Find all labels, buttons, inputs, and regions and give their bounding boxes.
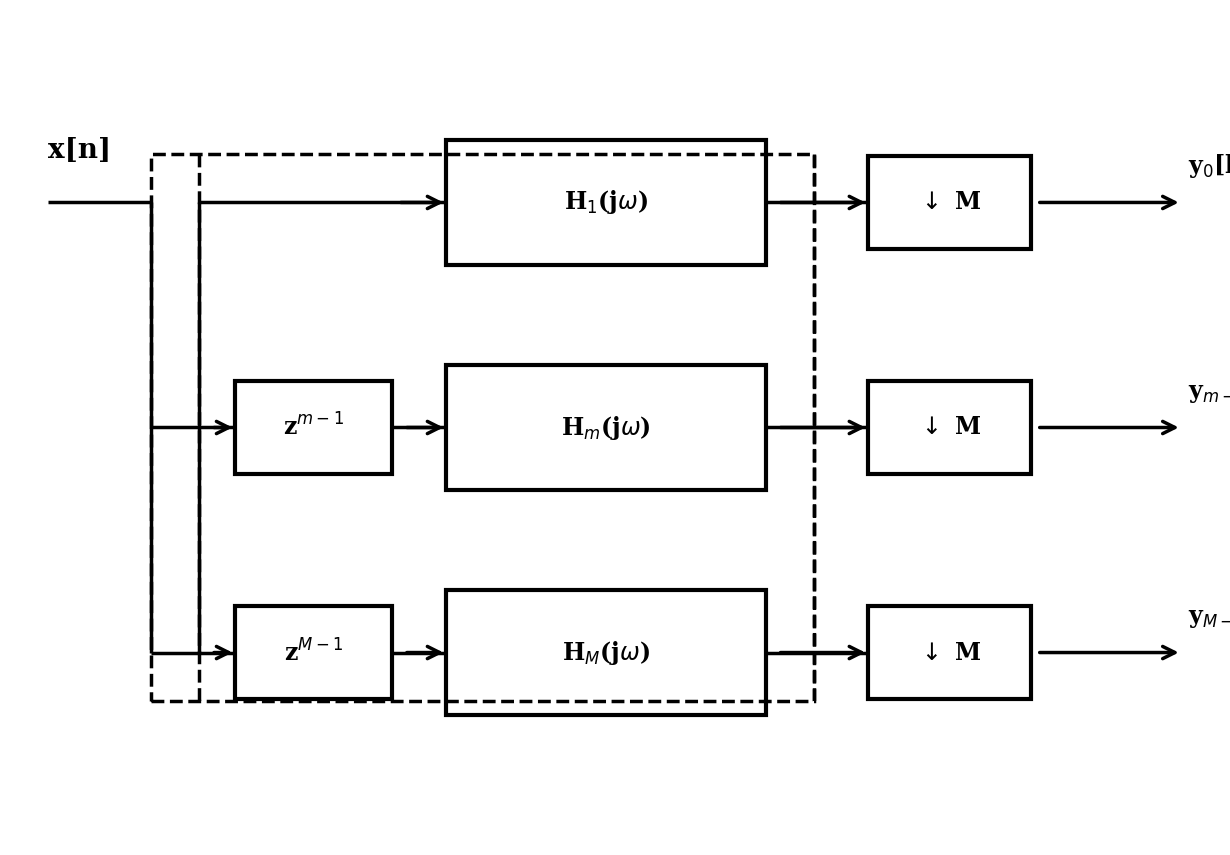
Bar <box>235 606 392 699</box>
Text: z$^{M-1}$: z$^{M-1}$ <box>284 639 343 666</box>
Text: $\downarrow$ M: $\downarrow$ M <box>918 640 982 664</box>
Bar <box>868 156 1031 249</box>
Text: $\downarrow$ M: $\downarrow$ M <box>918 416 982 439</box>
Text: H$_1$(j$\omega$): H$_1$(j$\omega$) <box>563 188 648 216</box>
Bar <box>446 365 765 490</box>
Bar <box>446 590 765 715</box>
Text: $\downarrow$ M: $\downarrow$ M <box>918 191 982 215</box>
Text: H$_m$(j$\omega$): H$_m$(j$\omega$) <box>561 414 651 441</box>
Bar <box>868 606 1031 699</box>
Text: y$_0$[k]: y$_0$[k] <box>1188 152 1230 180</box>
Text: y$_{M-1}$[k]: y$_{M-1}$[k] <box>1188 603 1230 630</box>
Text: z$^{m-1}$: z$^{m-1}$ <box>283 414 344 441</box>
Bar <box>235 381 392 474</box>
Text: H$_M$(j$\omega$): H$_M$(j$\omega$) <box>562 639 649 667</box>
Text: x[n]: x[n] <box>48 137 112 163</box>
Text: y$_{m-1}$[k]: y$_{m-1}$[k] <box>1188 377 1230 405</box>
Bar <box>868 381 1031 474</box>
Bar <box>151 154 814 701</box>
Bar <box>446 140 765 265</box>
